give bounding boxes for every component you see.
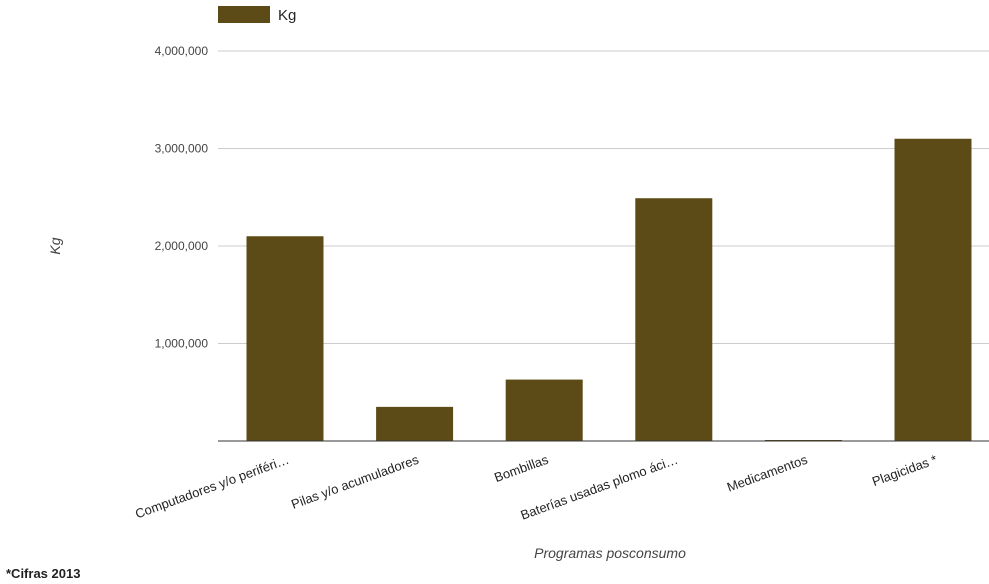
y-tick-label: 2,000,000: [155, 239, 209, 253]
y-tick-label: 1,000,000: [155, 337, 209, 351]
footnote: *Cifras 2013: [6, 566, 81, 581]
legend-label: Kg: [278, 7, 296, 24]
bar: [246, 236, 324, 441]
y-axis-ticks: 1,000,000 2,000,000 3,000,000 4,000,000: [155, 44, 209, 351]
x-category-label: Computadores y/o periféri…: [133, 452, 291, 522]
y-tick-label: 4,000,000: [155, 44, 209, 58]
x-category-label: Bombillas: [492, 452, 551, 486]
y-tick-label: 3,000,000: [155, 142, 209, 156]
gridlines: [218, 50, 989, 344]
x-category-label: Pilas y/o acumuladores: [289, 452, 421, 512]
bars: [246, 138, 972, 441]
y-axis-title: Kg: [47, 237, 63, 254]
legend-swatch: [218, 6, 270, 23]
bar: [505, 379, 583, 441]
x-category-label: Plagicidas *: [870, 452, 939, 489]
x-axis-categories: Computadores y/o periféri…Pilas y/o acum…: [133, 452, 939, 523]
bar: [894, 138, 972, 441]
legend: Kg: [218, 6, 296, 24]
x-category-label: Medicamentos: [725, 452, 810, 495]
bar: [635, 198, 713, 441]
bar: [376, 406, 454, 441]
x-axis-title: Programas posconsumo: [534, 545, 686, 561]
